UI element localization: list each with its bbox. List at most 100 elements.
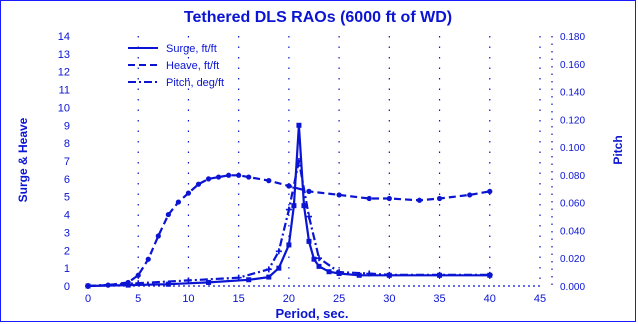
- series-3-marker: [305, 213, 312, 220]
- series-2-marker: [236, 172, 242, 178]
- legend-label: Heave, ft/ft: [166, 60, 219, 72]
- series-1-marker: [296, 122, 302, 128]
- series-3-marker: [336, 269, 343, 276]
- series-2-marker: [135, 272, 141, 278]
- series-2-marker: [487, 188, 493, 194]
- series-3-marker: [436, 271, 443, 278]
- x-tick-label: 10: [182, 293, 194, 305]
- y-left-tick-label: 8: [64, 138, 70, 150]
- series-2-marker: [386, 195, 392, 202]
- x-tick-label: 20: [283, 293, 295, 305]
- y-left-tick-label: 4: [64, 210, 70, 222]
- series-3-marker: [85, 283, 91, 289]
- y-left-tick-label: 10: [58, 102, 70, 114]
- x-tick-label: 5: [135, 293, 141, 305]
- series-3-marker: [285, 206, 292, 213]
- legend-label: Surge, ft/ft: [166, 43, 217, 55]
- legend-label: Pitch, deg/ft: [166, 77, 224, 89]
- series-1-marker: [276, 265, 282, 271]
- series-1-marker: [326, 269, 332, 275]
- series-1-marker: [356, 272, 362, 278]
- series-2-marker: [306, 188, 312, 194]
- series-1-marker: [316, 263, 322, 269]
- y-axis-left-label: Surge & Heave: [16, 117, 30, 202]
- y-left-tick-label: 13: [58, 49, 70, 61]
- x-tick-label: 35: [433, 293, 445, 305]
- series-1-marker: [291, 203, 297, 209]
- x-axis-label: Period, sec.: [276, 306, 349, 321]
- x-tick-label: 45: [534, 293, 546, 305]
- series-line-1: [87, 124, 490, 288]
- y-right-tick-label: 0.160: [560, 60, 585, 71]
- series-2-marker: [195, 181, 202, 187]
- x-tick-label: 25: [333, 293, 345, 305]
- x-tick-label: 30: [383, 293, 395, 305]
- series-1-marker: [301, 203, 307, 209]
- series-2-marker: [436, 195, 443, 202]
- grid-lines: [88, 36, 553, 287]
- y-left-tick-label: 9: [64, 120, 70, 132]
- series-2-marker: [145, 256, 151, 262]
- tick-labels: 0 5 10 15 20 25 30 35 40 45012345678910111213140.…: [58, 31, 586, 305]
- series-1-marker: [246, 277, 252, 283]
- series-2-marker: [467, 192, 473, 198]
- series-1-marker: [165, 281, 171, 287]
- y-left-tick-label: 12: [58, 67, 70, 79]
- y-left-tick-label: 14: [58, 31, 70, 43]
- y-right-tick-label: 0.140: [560, 88, 585, 99]
- series-3-marker: [386, 271, 393, 278]
- y-left-tick-label: 2: [64, 245, 70, 257]
- y-axis-right-label: Pitch: [611, 135, 625, 164]
- series-2-marker: [336, 192, 342, 198]
- legend: Surge, ft/ft Heave, ft/ft Pitch, deg/ft: [128, 43, 224, 89]
- series-2-marker: [165, 211, 171, 218]
- series-1-marker: [306, 238, 312, 244]
- y-right-tick-label: 0.100: [560, 143, 585, 154]
- series-2-marker: [215, 174, 222, 180]
- series-1-marker: [286, 242, 292, 248]
- y-left-tick-label: 11: [59, 85, 70, 97]
- x-tick-label: 15: [233, 293, 245, 305]
- series-1-marker: [125, 282, 131, 288]
- series-2-marker: [366, 195, 372, 202]
- series-1-marker: [311, 256, 317, 262]
- series-3-marker: [486, 271, 493, 278]
- y-left-tick-label: 7: [64, 156, 70, 168]
- y-left-tick-label: 6: [64, 174, 70, 186]
- series-2-marker: [175, 199, 181, 205]
- series-3-marker: [185, 277, 192, 284]
- series-2-marker: [155, 233, 161, 239]
- series-3-marker: [366, 270, 373, 277]
- y-right-tick-label: 0.120: [560, 115, 585, 126]
- series-3-marker: [135, 280, 142, 287]
- series-3-marker: [265, 266, 272, 273]
- series-3-marker: [295, 158, 302, 164]
- y-right-tick-label: 0.180: [560, 32, 585, 43]
- y-right-tick-label: 0.000: [560, 282, 585, 293]
- series-line-2: [87, 174, 490, 288]
- y-right-tick-label: 0.080: [560, 171, 585, 182]
- y-left-tick-label: 3: [64, 227, 70, 239]
- y-right-tick-label: 0.020: [560, 254, 585, 265]
- series-3-marker: [235, 274, 242, 281]
- series-1-marker: [206, 279, 212, 285]
- y-right-tick-label: 0.040: [560, 226, 585, 237]
- series-3-marker: [316, 255, 323, 262]
- series-3-marker: [275, 248, 282, 255]
- y-left-tick-label: 1: [64, 263, 70, 275]
- series-layer: [85, 122, 493, 289]
- series-2-marker: [266, 178, 272, 184]
- series-2-marker: [286, 183, 292, 189]
- series-2-marker: [226, 172, 232, 178]
- y-left-tick-label: 5: [64, 192, 70, 204]
- series-2-marker: [416, 197, 423, 203]
- x-tick-label: 0: [85, 293, 91, 305]
- y-left-tick-label: 0: [64, 281, 70, 293]
- series-2-marker: [246, 174, 252, 180]
- x-tick-label: 40: [484, 293, 496, 305]
- chart-title: Tethered DLS RAOs (6000 ft of WD): [184, 9, 452, 26]
- y-right-tick-label: 0.060: [560, 199, 585, 210]
- series-1-marker: [266, 274, 272, 280]
